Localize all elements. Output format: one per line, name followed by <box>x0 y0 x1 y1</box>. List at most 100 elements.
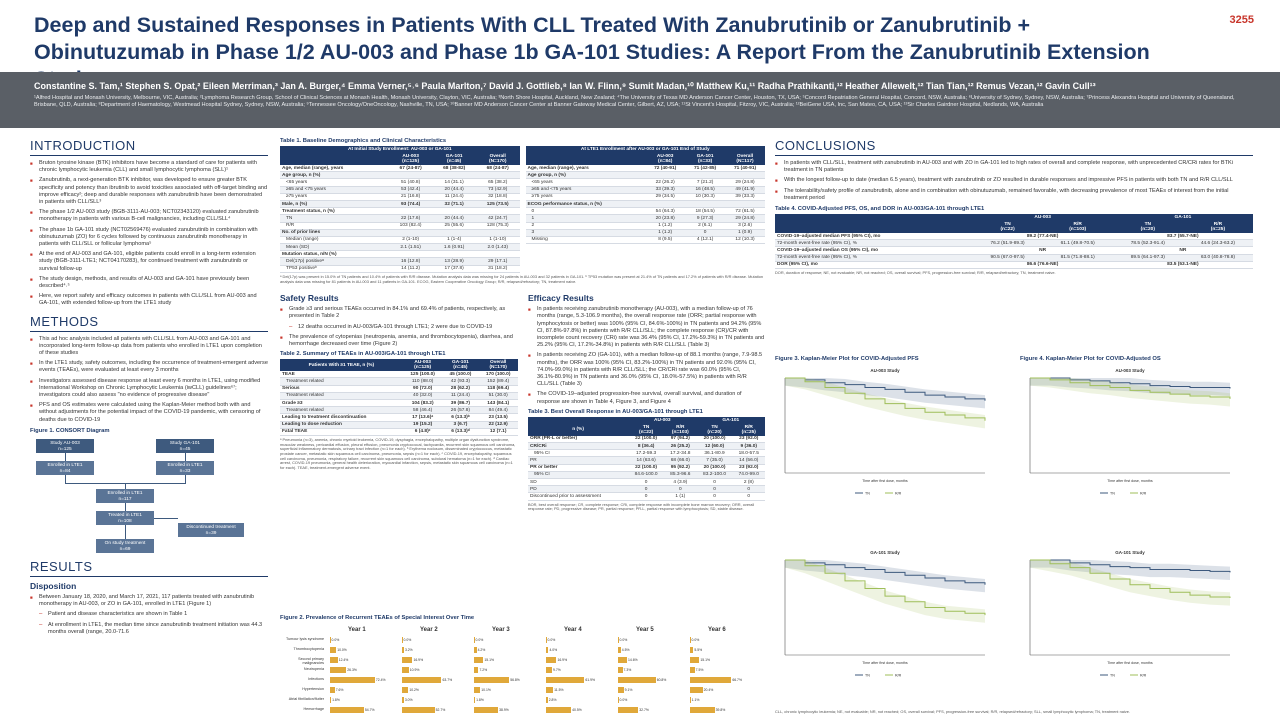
figure2-bar-label: 0.0% <box>331 638 340 642</box>
table-row: Age, median (range), years 72 (40-91) 71 (… <box>525 165 765 173</box>
km-ci-band-tn <box>785 378 985 409</box>
table-row: ≥65 and <75 years 53 (42.4) 20 (44.4) 73 (4… <box>280 186 520 194</box>
consort-ga-lte: Enrolled in LTE1 n=33 <box>156 460 214 475</box>
table-header-cell <box>280 153 389 165</box>
table-cell: 90 (72.0) <box>402 385 443 393</box>
table-cell: 1.6 (0.91) <box>432 243 476 252</box>
table-cell: 3 (2.6) <box>725 222 765 230</box>
table-cell: 68 (66.0) <box>664 456 697 465</box>
table-row: Median (range) 2 (1-10) 1 (1-4) 1 (1-10) <box>280 236 520 245</box>
figure2-bar-label: 10.9% <box>409 668 420 672</box>
table-cell: 78.5 (52.3-91.4) <box>1112 239 1183 248</box>
table-cell: 22 (26.2) <box>645 178 686 187</box>
table-cell: 97 (94.2) <box>664 435 697 444</box>
table-cell: 4 (3.9) <box>664 478 697 487</box>
table-cell: 0 <box>696 492 733 501</box>
figure2-bar <box>402 697 404 703</box>
table-cell: 84 (49.4) <box>478 406 518 415</box>
figure2-bar <box>618 697 619 703</box>
table4-note: DOR, duration of response; NE, not evalu… <box>775 269 1056 275</box>
table-cell: 0 <box>732 492 765 501</box>
table-cell <box>725 171 765 180</box>
table1-caption: Table 1. Baseline Demographics and Clini… <box>280 138 447 144</box>
table-cell: 53 (42.4) <box>388 186 433 194</box>
km-legend-tn: TN <box>1110 492 1115 496</box>
figure2-bar <box>690 707 715 713</box>
table-cell: 42 (93.3) <box>442 377 479 386</box>
table-cell: 29 (34.5) <box>645 193 686 201</box>
table-cell: 17 (37.8) <box>432 265 476 273</box>
table-cell: 14 (31.1) <box>432 178 476 187</box>
table-row: PR or better 22 (100.0) 95 (92.2) 20 (100.0… <box>528 464 765 472</box>
figure2-bar <box>330 697 332 703</box>
km-legend-tn: TN <box>865 674 870 678</box>
figure2-year-label: Year 1 <box>348 627 366 633</box>
figure2-bar-label: 0.0% <box>547 638 556 642</box>
table-cell: PD <box>528 485 629 494</box>
efficacy-bullets: In patients receiving zanubrutinib monot… <box>528 306 765 406</box>
km-curve-tn <box>785 377 986 401</box>
km-plots: AU-003 Study Time after first dose, month… <box>784 368 1231 678</box>
table-cell: Del(17p) positiveᵃ <box>280 257 389 266</box>
figure2-bar-label: 16.9% <box>413 658 424 662</box>
figure2-row-label: Neutropenia <box>303 667 324 671</box>
figure2-bar-label: 12.4% <box>338 658 349 662</box>
table-cell: 29 (17.1) <box>475 257 520 266</box>
table-cell: Age group, n (%) <box>280 171 389 180</box>
table-cell: 9 (36.0) <box>732 442 765 451</box>
consort-ga101: Study GA-101 n=45 <box>156 438 214 453</box>
table-cell: NR <box>972 246 1113 255</box>
efficacy-bullet: In patients receiving zanubrutinib monot… <box>528 306 765 349</box>
table-header-cell <box>525 153 646 165</box>
table-cell: 9 (27.3) <box>685 214 726 223</box>
table-row: 72-month event-free rate (95% CI), % 76.2… <box>775 239 1253 248</box>
km-legend-rr: R/R <box>1140 492 1147 496</box>
table-cell: 39 (33.3) <box>725 193 765 201</box>
table-row: 0 54 (64.3) 18 (54.5) 72 (61.5) <box>525 207 765 216</box>
consort-au-lte: Enrolled in LTE1 n=84 <box>36 460 94 475</box>
efficacy-bullet: In patients receiving ZO (GA-101), with … <box>528 352 765 388</box>
table-row: Leading to dose reduction 19 (15.2) 3 (6.7… <box>280 421 518 429</box>
table-cell: 73 (42.9) <box>475 186 520 194</box>
poster-number: 3255 <box>1229 14 1254 26</box>
figure2-bar <box>546 697 548 703</box>
figure2-bar <box>546 637 547 643</box>
figure2-year-label: Year 4 <box>564 627 582 633</box>
table-cell: 20 (100.0) <box>696 435 733 444</box>
figure2-bar <box>474 657 484 663</box>
figure2-bar <box>618 657 628 663</box>
table-cell: 89.2 (77.4-NE) <box>972 233 1113 241</box>
table-row: PD 0 0 0 0 <box>528 485 765 494</box>
table-cell: 72 (40-91) <box>645 165 686 173</box>
table-cell <box>432 171 476 180</box>
table-cell: Treatment related <box>280 377 403 386</box>
figure2-bar <box>402 657 413 663</box>
table-row: Treatment related 58 (46.4) 26 (57.8) 84 (4… <box>280 406 518 415</box>
figure2-bar <box>474 707 499 713</box>
table-header-cell: TN (n=22) <box>972 221 1043 234</box>
table-cell: 0 <box>696 485 733 494</box>
table-cell: Age, median (range), years <box>525 165 646 173</box>
table-cell: R/R <box>280 222 389 230</box>
table2-note: ᵃ Pneumonia (n=3), anemia, chronic myelo… <box>280 436 516 471</box>
table1: At Initial Study Enrollment: AU-003 or G… <box>280 146 765 273</box>
table-cell <box>685 200 726 209</box>
table-cell: 0 <box>664 485 697 494</box>
table-row: 95% CI 17.2-59.3 17.2-34.8 36.1-80.9 18.0-57… <box>528 449 765 458</box>
km-x-label: Time after first dose, months <box>1107 479 1153 483</box>
table-cell: 20 (23.8) <box>645 214 686 223</box>
intro-heading: INTRODUCTION <box>30 138 268 156</box>
table-cell: Treatment related <box>280 406 403 415</box>
table-cell: 16 (12.8) <box>388 257 433 266</box>
figure2-bar <box>618 647 621 653</box>
table2-caption: Table 2. Summary of TEAEs in AU-003/GA-1… <box>280 351 446 358</box>
table-row: ≥65 and <75 years 33 (39.3) 16 (48.5) 49 (4… <box>525 186 765 194</box>
km-note: CLL, chronic lymphocytic leukemia; NE, n… <box>775 709 1130 714</box>
figure2-bar-label: 4.0% <box>549 648 558 652</box>
table-cell: 18.0-57.5 <box>732 449 765 458</box>
intro-bullet: Here, we report safety and efficacy outc… <box>30 293 268 307</box>
safety-heading: Safety Results <box>280 293 339 304</box>
table-cell: 51 (40.8) <box>388 178 433 187</box>
table-row: ORR (PR-L or better) 22 (100.0) 97 (94.2) 2… <box>528 435 765 444</box>
figure2-bar <box>690 647 694 653</box>
